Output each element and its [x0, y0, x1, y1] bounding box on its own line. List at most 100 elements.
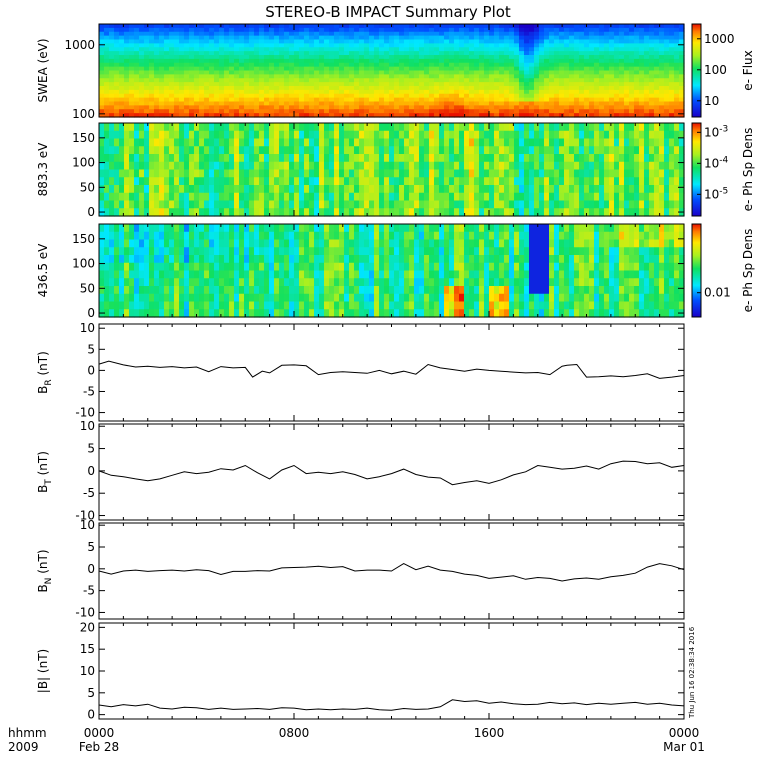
heatmap-cell: [194, 161, 200, 171]
heatmap-cell: [299, 82, 305, 87]
heatmap-cell: [224, 208, 230, 217]
heatmap-cell: [279, 270, 285, 279]
heatmap-cell: [604, 192, 610, 202]
heatmap-cell: [239, 74, 245, 79]
heatmap-cell: [504, 93, 510, 99]
heatmap-cell: [424, 35, 430, 41]
heatmap-cell: [104, 208, 110, 217]
heatmap-cell: [404, 105, 410, 110]
heatmap-cell: [314, 58, 320, 64]
heatmap-cell: [384, 89, 390, 95]
heatmap-cell: [264, 169, 270, 178]
heatmap-cell: [464, 62, 470, 68]
heatmap-cell: [629, 208, 635, 217]
heatmap-cell: [199, 93, 205, 99]
heatmap-cell: [114, 247, 120, 256]
heatmap-cell: [289, 74, 295, 79]
heatmap-cell: [599, 113, 605, 118]
heatmap-cell: [364, 231, 370, 241]
heatmap-cell: [314, 138, 320, 147]
heatmap-cell: [364, 161, 370, 171]
heatmap-cell: [109, 51, 115, 56]
heatmap-cell: [129, 43, 135, 48]
heatmap-cell: [204, 31, 210, 37]
heatmap-cell: [264, 224, 270, 233]
heatmap-cell: [414, 74, 420, 79]
heatmap-cell: [199, 286, 205, 295]
heatmap-cell: [159, 208, 165, 217]
heatmap-cell: [149, 309, 155, 318]
heatmap-cell: [324, 270, 330, 279]
heatmap-cell: [219, 39, 225, 44]
heatmap-cell: [229, 39, 235, 44]
heatmap-cell: [279, 86, 285, 91]
heatmap-cell: [354, 58, 360, 64]
heatmap-cell: [384, 74, 390, 79]
heatmap-cell: [439, 78, 445, 83]
heatmap-cell: [649, 39, 655, 44]
heatmap-cell: [519, 200, 525, 209]
heatmap-cell: [224, 301, 230, 310]
heatmap-cell: [469, 97, 475, 103]
heatmap-cell: [219, 62, 225, 68]
heatmap-cell: [464, 123, 470, 132]
heatmap-cell: [144, 200, 150, 209]
heatmap-cell: [274, 293, 280, 303]
heatmap-cell: [519, 66, 525, 72]
heatmap-cell: [399, 185, 405, 194]
heatmap-cell: [494, 177, 500, 186]
heatmap-cell: [484, 66, 490, 72]
heatmap-cell: [419, 109, 425, 114]
heatmap-cell: [139, 177, 145, 186]
heatmap-cell: [544, 185, 550, 194]
heatmap-cell: [499, 161, 505, 171]
heatmap-cell: [344, 309, 350, 318]
heatmap-cell: [154, 255, 160, 264]
heatmap-cell: [199, 309, 205, 318]
heatmap-cell: [204, 82, 210, 87]
heatmap-cell: [244, 169, 250, 178]
heatmap-cell: [384, 113, 390, 118]
heatmap-cell: [399, 200, 405, 209]
heatmap-cell: [324, 169, 330, 178]
heatmap-cell: [104, 138, 110, 147]
heatmap-cell: [284, 239, 290, 248]
heatmap-cell: [119, 154, 125, 163]
heatmap-cell: [584, 35, 590, 41]
heatmap-cell: [494, 39, 500, 44]
heatmap-cell: [639, 74, 645, 79]
heatmap-cell: [334, 24, 340, 29]
heatmap-cell: [274, 185, 280, 194]
heatmap-cell: [214, 58, 220, 64]
heatmap-cell: [124, 130, 130, 140]
heatmap-cell: [344, 278, 350, 287]
heatmap-cell: [324, 192, 330, 202]
heatmap-cell: [99, 27, 105, 33]
heatmap-cell: [254, 78, 260, 83]
heatmap-cell: [324, 301, 330, 310]
heatmap-cell: [339, 185, 345, 194]
heatmap-cell: [409, 109, 415, 114]
heatmap-cell: [394, 39, 400, 44]
heatmap-cell: [194, 130, 200, 140]
heatmap-cell: [479, 146, 485, 155]
heatmap-cell: [504, 123, 510, 132]
heatmap-cell: [169, 35, 175, 41]
heatmap-cell: [159, 301, 165, 310]
heatmap-cell: [454, 177, 460, 186]
heatmap-cell: [539, 62, 545, 68]
heatmap-cell: [404, 192, 410, 202]
heatmap-cell: [559, 138, 565, 147]
heatmap-cell: [609, 146, 615, 155]
heatmap-cell: [434, 192, 440, 202]
heatmap-cell: [179, 270, 185, 279]
heatmap-cell: [159, 55, 165, 60]
heatmap-cell: [259, 31, 265, 37]
heatmap-cell: [554, 154, 560, 163]
heatmap-cell: [224, 47, 230, 52]
heatmap-cell: [644, 101, 650, 106]
heatmap-cell: [634, 105, 640, 110]
heatmap-cell: [214, 89, 220, 95]
heatmap-cell: [284, 24, 290, 29]
heatmap-cell: [139, 154, 145, 163]
